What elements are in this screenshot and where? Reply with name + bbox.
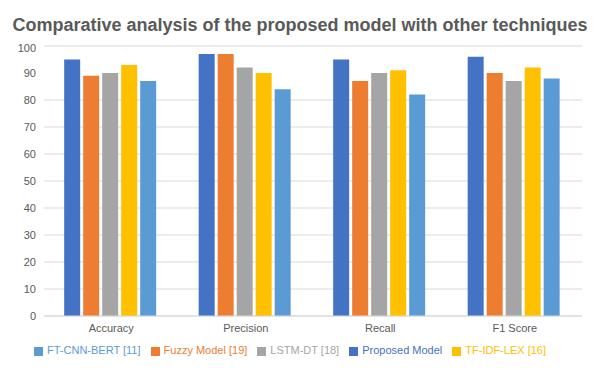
svg-text:10: 10: [24, 283, 36, 295]
svg-text:80: 80: [24, 94, 36, 106]
svg-text:70: 70: [24, 121, 36, 133]
svg-text:Recall: Recall: [365, 322, 396, 334]
svg-text:50: 50: [24, 175, 36, 187]
svg-text:60: 60: [24, 148, 36, 160]
svg-text:Precision: Precision: [223, 322, 268, 334]
svg-text:F1 Score: F1 Score: [492, 322, 537, 334]
html-text:Proposed Model: Proposed Model: [362, 344, 443, 356]
html-text:Fuzzy Model [19]: Fuzzy Model [19]: [163, 344, 248, 356]
svg-text:90: 90: [24, 67, 36, 79]
svg-text:20: 20: [24, 256, 36, 268]
svg-text:30: 30: [24, 229, 36, 241]
html-text:LSTM-DT [18]: LSTM-DT [18]: [270, 344, 340, 356]
svg-text:100: 100: [18, 42, 36, 54]
svg-text:40: 40: [24, 202, 36, 214]
html-text:FT-CNN-BERT [11]: FT-CNN-BERT [11]: [47, 344, 141, 356]
html-text:Comparative analysis of the pr: Comparative analysis of the proposed mod…: [12, 15, 588, 35]
html-text:TF-IDF-LEX [16]: TF-IDF-LEX [16]: [465, 344, 546, 356]
svg-text:0: 0: [30, 310, 36, 322]
svg-text:Accuracy: Accuracy: [89, 322, 135, 334]
